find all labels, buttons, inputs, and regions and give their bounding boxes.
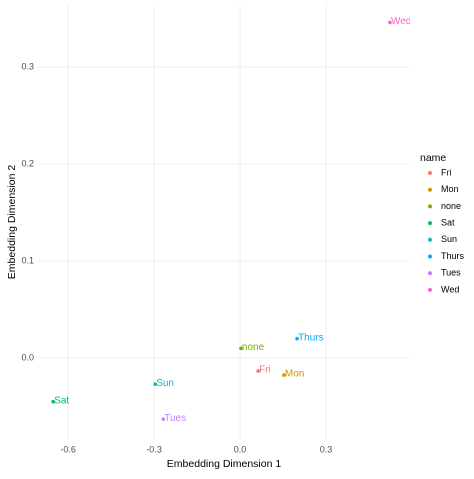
legend-title: name (420, 152, 446, 164)
point-label: Fri (259, 365, 271, 376)
legend-label: Fri (441, 167, 452, 177)
legend-label: Sun (441, 234, 457, 244)
legend-key (428, 287, 432, 292)
legend-label: Wed (441, 284, 459, 294)
point-label: Sat (54, 395, 69, 406)
point-label: Wed (391, 16, 411, 27)
point (51, 399, 55, 404)
point (256, 369, 260, 373)
legend-key (428, 237, 432, 242)
panel (38, 5, 410, 440)
point-label: Thurs (298, 332, 324, 343)
y-tick-label: 0.2 (21, 158, 34, 168)
point (239, 346, 243, 351)
point-label: none (242, 342, 265, 353)
legend-key (428, 271, 432, 276)
y-axis-label: Embedding Dimension 2 (6, 165, 18, 280)
point-label: Mon (285, 369, 304, 380)
point (153, 382, 158, 387)
point (388, 20, 392, 25)
legend-label: Thurs (441, 251, 465, 261)
legend-key (428, 171, 432, 175)
x-tick-label: -0.3 (146, 444, 162, 454)
legend-label: Sat (441, 217, 455, 227)
legend-key (428, 187, 432, 192)
point (161, 417, 166, 421)
legend-label: Tues (441, 268, 461, 278)
y-tick-label: 0.1 (21, 255, 34, 265)
point (295, 336, 299, 341)
x-tick-label: -0.6 (60, 444, 76, 454)
legend-label: Mon (441, 184, 459, 194)
legend-key (428, 221, 432, 226)
point-label: Sun (156, 378, 174, 389)
y-tick-label: 0.0 (21, 352, 34, 362)
y-tick-label: 0.3 (21, 61, 34, 71)
point (282, 373, 286, 377)
x-axis-label: Embedding Dimension 1 (167, 458, 282, 470)
x-tick-label: 0.3 (320, 444, 333, 454)
legend-key (428, 254, 432, 259)
legend-label: none (441, 201, 461, 211)
legend-key (428, 204, 432, 209)
point-label: Tues (164, 413, 186, 424)
x-tick-label: 0.0 (234, 444, 247, 454)
